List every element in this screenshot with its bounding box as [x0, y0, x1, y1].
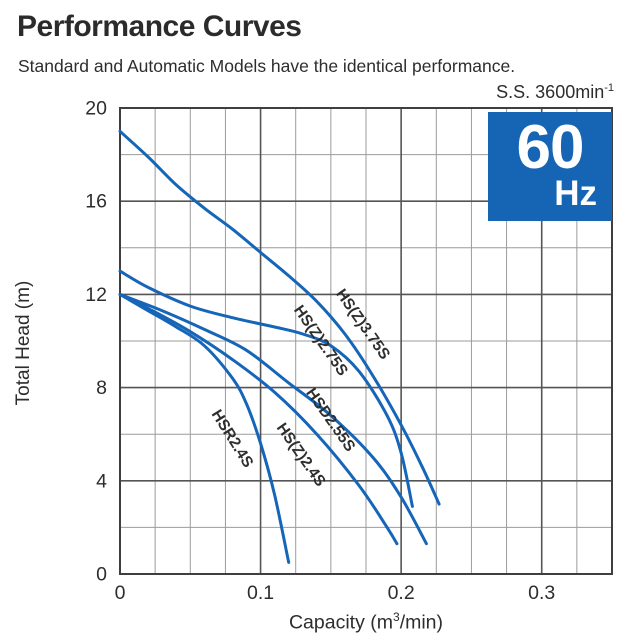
x-tick-label: 0.1	[247, 582, 274, 604]
x-tick-label: 0.2	[388, 582, 415, 604]
pump-curve-label: HS(Z)3.75S	[332, 286, 393, 363]
y-tick-label: 8	[96, 377, 107, 399]
pump-curve	[118, 129, 441, 506]
plot-border	[119, 107, 613, 575]
pump-curve	[118, 269, 414, 508]
shaft-speed-note: S.S. 3600min-1	[496, 82, 614, 103]
shaft-speed-text: S.S. 3600min	[496, 82, 605, 102]
x-axis-title-text: Capacity (m	[288, 611, 393, 634]
y-axis-title: Total Head (m)	[13, 280, 34, 406]
y-tick-label: 0	[96, 564, 107, 586]
x-axis-title-tail: /min)	[399, 611, 444, 634]
y-tick-label: 4	[96, 470, 107, 492]
pump-curve	[118, 292, 428, 546]
y-tick-label: 12	[85, 284, 107, 306]
y-tick-label: 20	[85, 98, 107, 120]
pump-curve	[118, 292, 291, 564]
frequency-value: 60	[516, 113, 585, 182]
pump-curve-label: HS(Z)2.4S	[273, 420, 329, 490]
pump-curve-label: HSD2.55S	[302, 385, 358, 455]
shaft-speed-superscript: -1	[604, 82, 614, 94]
frequency-unit: Hz	[554, 174, 597, 213]
x-tick-label: 0	[115, 582, 126, 604]
page-subtitle: Standard and Automatic Models have the i…	[18, 56, 516, 76]
x-axis-title-superscript: 3	[393, 610, 400, 624]
x-axis-title: Capacity (m3/min)	[120, 610, 612, 635]
pump-curve-label: HSR2.4S	[208, 407, 257, 471]
pump-curve	[118, 292, 399, 546]
frequency-badge: 60 Hz	[488, 112, 612, 221]
page-title: Performance Curves	[17, 10, 302, 43]
y-tick-label: 16	[85, 191, 107, 213]
x-tick-label: 0.3	[528, 582, 555, 604]
